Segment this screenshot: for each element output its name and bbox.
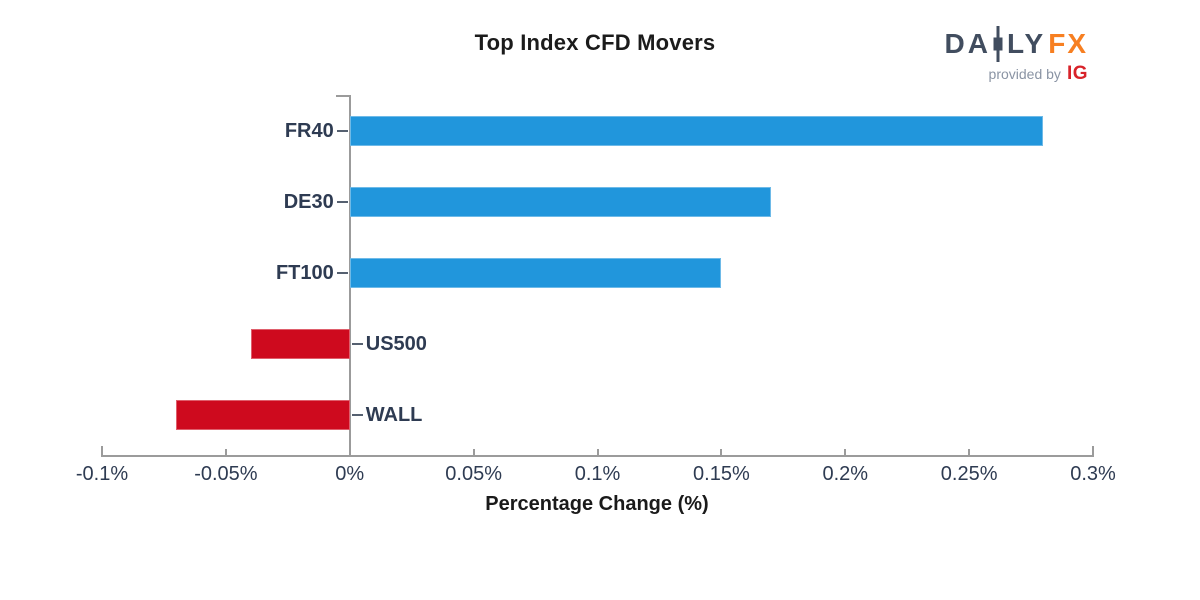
- x-axis-tick: [596, 449, 599, 457]
- x-tick-label: -0.1%: [75, 463, 129, 485]
- x-tick-label: 0%: [335, 463, 365, 485]
- x-tick-label: 0.2%: [822, 463, 869, 485]
- x-axis-tick: [224, 449, 227, 457]
- category-tick-ft100: [336, 272, 348, 274]
- x-tick-label: 0.3%: [1070, 463, 1116, 485]
- dailyfx-wordmark: DA LY FX: [945, 26, 1088, 62]
- category-tick-us500: [351, 343, 363, 345]
- x-axis-tick: [968, 449, 971, 457]
- x-axis-tick: [472, 449, 475, 457]
- x-axis-title: Percentage Change (%): [485, 493, 709, 515]
- logo-daily-right: LY: [1007, 28, 1047, 59]
- dailyfx-logo: DA LY FX provided by IG: [945, 26, 1088, 85]
- category-tick-fr40: [336, 130, 348, 132]
- bar-wall: [176, 400, 350, 430]
- category-label-fr40: FR40: [284, 120, 334, 142]
- x-tick-label: 0.15%: [693, 463, 750, 485]
- x-axis-tick: [101, 446, 103, 457]
- category-label-ft100: FT100: [275, 262, 334, 284]
- logo-ig-text: IG: [1066, 63, 1088, 84]
- candlestick-body: [993, 37, 1003, 51]
- x-tick-label: 0.1%: [574, 463, 621, 485]
- logo-provided-by-text: provided by: [988, 66, 1061, 82]
- category-label-de30: DE30: [283, 191, 334, 213]
- bar-fr40: [349, 116, 1044, 146]
- logo-daily-left: DA: [944, 28, 991, 59]
- logo-daily-text: DA LY: [945, 26, 1047, 62]
- bar-ft100: [349, 258, 722, 288]
- chart-title: Top Index CFD Movers: [474, 30, 716, 55]
- category-label-wall: WALL: [365, 404, 423, 426]
- logo-fx-text: FX: [1048, 28, 1088, 59]
- x-axis-tick: [844, 449, 847, 457]
- category-tick-de30: [336, 201, 348, 203]
- bar-de30: [349, 187, 771, 217]
- x-tick-label: -0.05%: [194, 463, 258, 485]
- x-tick-label: 0.25%: [940, 463, 998, 485]
- x-axis-tick: [1092, 446, 1094, 457]
- logo-provided-by-row: provided by IG: [945, 63, 1088, 85]
- category-tick-wall: [351, 414, 363, 416]
- x-tick-label: 0.05%: [445, 463, 502, 485]
- x-axis-tick: [720, 449, 723, 457]
- category-label-us500: US500: [365, 333, 427, 355]
- zero-axis-top-cap: [335, 95, 350, 97]
- bar-us500: [250, 329, 350, 359]
- candlestick-icon: [992, 26, 1004, 62]
